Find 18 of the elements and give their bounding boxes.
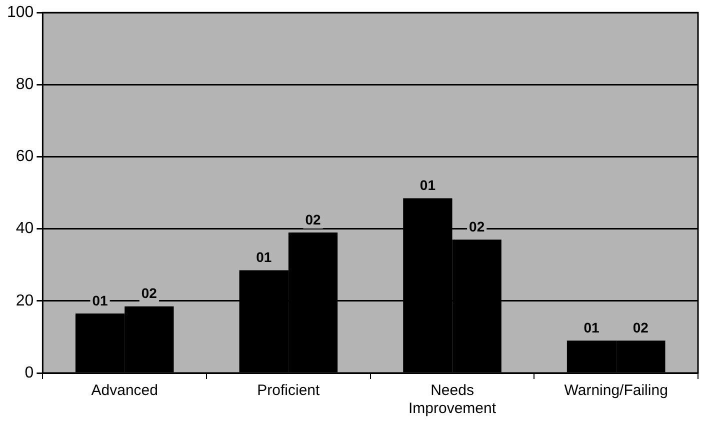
y-tick-label: 80 — [16, 76, 34, 94]
series-label: 02 — [141, 285, 158, 302]
y-tick-label: 0 — [24, 364, 34, 382]
text: 01 — [256, 249, 272, 266]
y-tick-label: 100 — [6, 4, 34, 22]
text: 01 — [420, 177, 436, 194]
series-label: 01 — [584, 319, 600, 336]
text: 02 — [632, 319, 648, 336]
x-tick-label: Advanced — [91, 382, 158, 400]
text: 02 — [305, 211, 321, 228]
y-tick-label: 40 — [16, 220, 34, 238]
x-tick-label: Proficient — [257, 382, 321, 400]
y-tick-label: 60 — [16, 148, 34, 166]
text: 02 — [469, 218, 485, 235]
x-tick-label: Warning/Failing — [564, 382, 668, 400]
text: 01 — [92, 292, 108, 308]
y-tick-label: 20 — [16, 292, 34, 310]
x-tick-label: Needs Improvement — [408, 382, 497, 418]
